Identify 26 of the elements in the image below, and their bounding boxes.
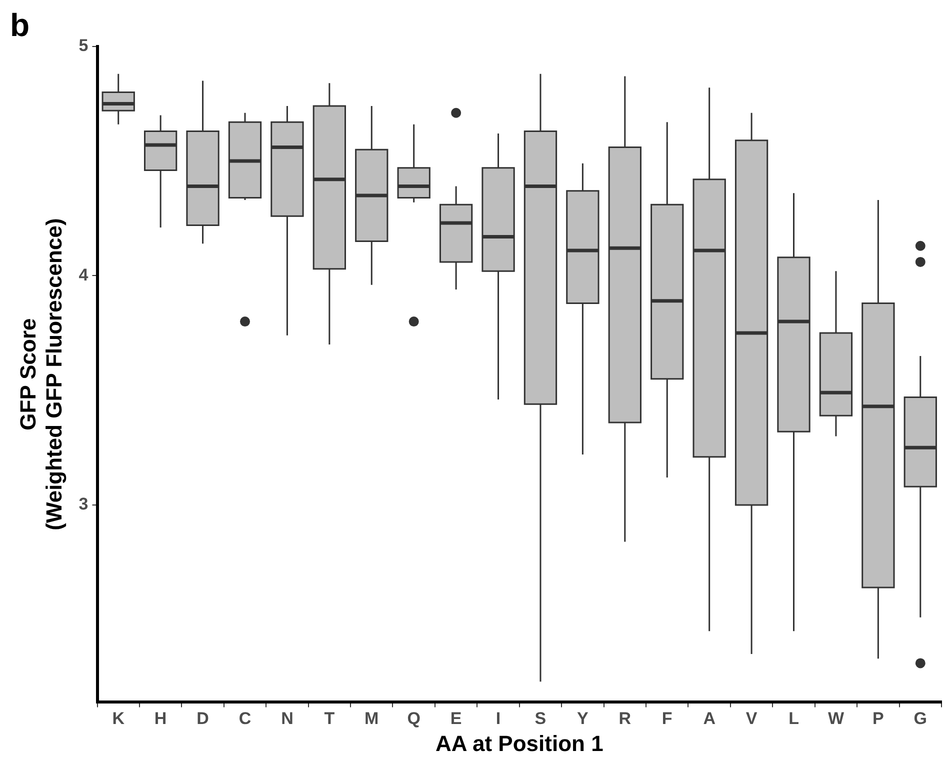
chart-title: b	[10, 7, 30, 44]
x-tick-label: V	[746, 709, 758, 728]
x-tick-label: W	[828, 709, 845, 728]
x-tick-label: H	[154, 709, 167, 728]
x-tick-label: C	[238, 709, 252, 728]
x-tick-label: L	[788, 709, 799, 728]
x-tick-label: A	[703, 709, 716, 728]
y-tick-label: 5	[78, 36, 88, 56]
x-tick-label: D	[196, 709, 209, 728]
x-tick-label: I	[496, 709, 501, 728]
y-tick-label: 3	[78, 494, 88, 514]
x-tick-label: N	[281, 709, 294, 728]
x-axis-title: AA at Position 1	[435, 730, 604, 756]
x-tick-label: Q	[407, 709, 420, 728]
x-tick-label: E	[450, 709, 462, 728]
x-tick-label: K	[112, 709, 126, 728]
x-tick-label: T	[324, 709, 336, 728]
x-tick-label: M	[364, 709, 379, 728]
x-tick-label: G	[914, 709, 928, 728]
x-tick-label: S	[534, 709, 546, 728]
y-tick-label: 4	[78, 265, 89, 284]
x-tick-label: Y	[577, 709, 590, 728]
x-tick-label: R	[618, 709, 632, 728]
y-axis-title: GFP Score (Weighted GFP Fluorescence)	[15, 218, 67, 530]
x-tick-label: F	[662, 709, 672, 728]
x-tick-label: P	[872, 709, 884, 728]
